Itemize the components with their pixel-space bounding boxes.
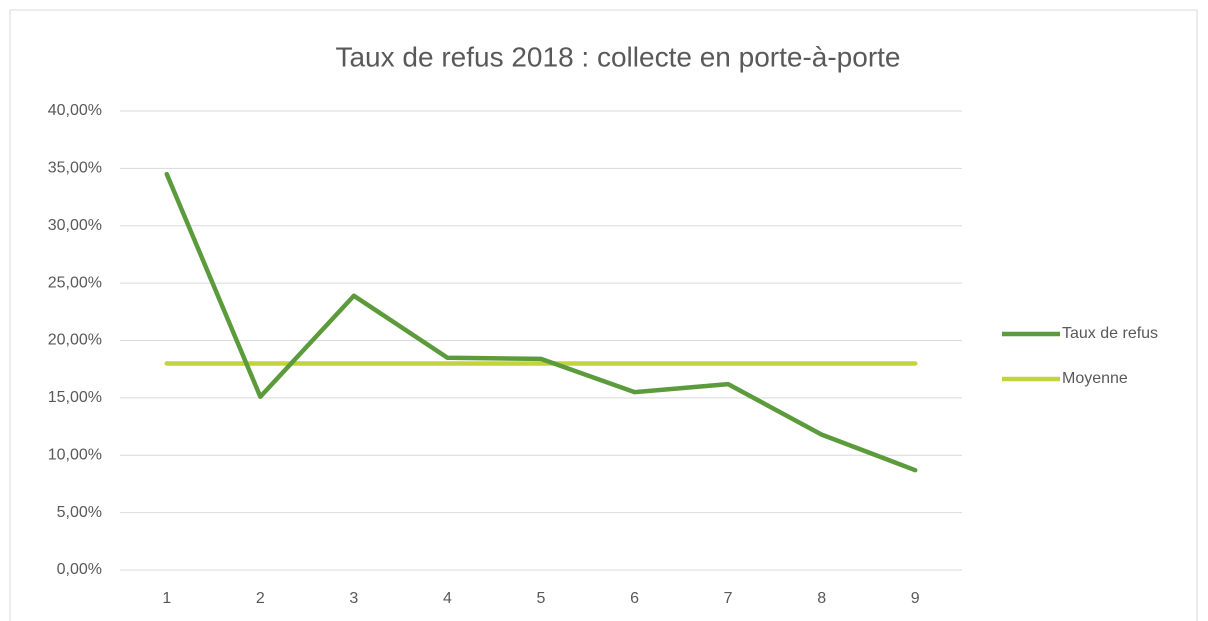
y-tick-label: 25,00%	[48, 274, 102, 291]
y-tick-label: 40,00%	[48, 102, 102, 119]
y-tick-label: 20,00%	[48, 332, 102, 349]
y-tick-label: 35,00%	[48, 160, 102, 177]
legend-label: Moyenne	[1062, 370, 1128, 387]
chart-border	[9, 9, 1198, 621]
x-tick-label: 7	[724, 590, 733, 607]
y-tick-label: 0,00%	[57, 561, 102, 578]
legend-label: Taux de refus	[1062, 325, 1158, 342]
x-tick-label: 2	[256, 590, 265, 607]
y-tick-label: 5,00%	[57, 504, 102, 521]
x-tick-label: 5	[537, 590, 546, 607]
x-tick-label: 9	[911, 590, 920, 607]
y-tick-label: 15,00%	[48, 389, 102, 406]
chart-title: Taux de refus 2018 : collecte en porte-à…	[335, 41, 900, 72]
y-tick-label: 10,00%	[48, 446, 102, 463]
x-tick-label: 1	[162, 590, 171, 607]
y-tick-label: 30,00%	[48, 217, 102, 234]
x-tick-label: 3	[349, 590, 358, 607]
x-tick-label: 4	[443, 590, 452, 607]
x-tick-label: 8	[817, 590, 826, 607]
x-tick-label: 6	[630, 590, 639, 607]
series-line	[164, 171, 918, 473]
